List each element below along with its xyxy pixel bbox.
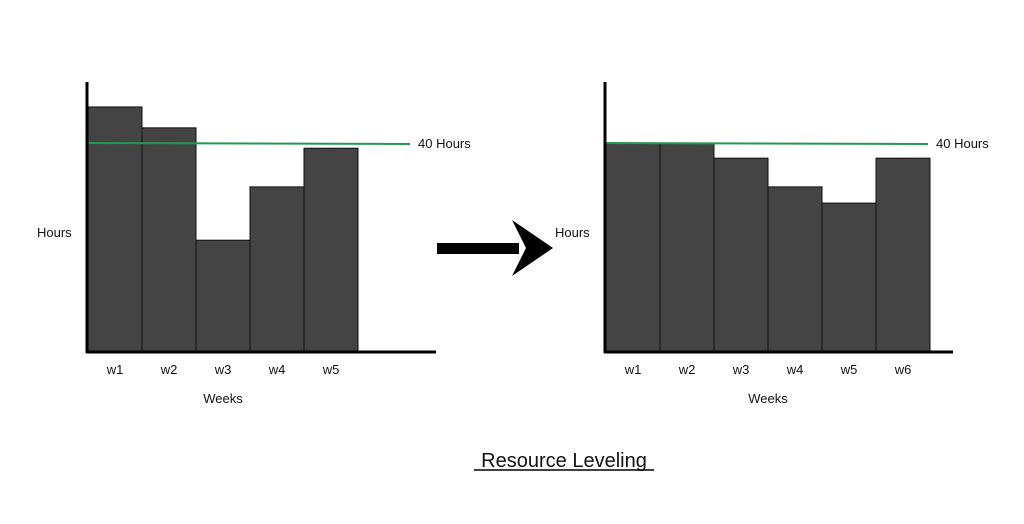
x-tick-label: w6 [894, 362, 912, 377]
bar-w1 [87, 106, 143, 353]
x-tick-label: w1 [106, 362, 124, 377]
limit-line-40-hours [86, 142, 411, 145]
x-tick-label: w3 [214, 362, 232, 377]
bar-w3 [195, 239, 251, 353]
limit-line-label: 40 Hours [418, 136, 471, 151]
bar-w6 [875, 157, 931, 353]
bar-w4 [249, 186, 305, 353]
y-axis-label: Hours [37, 225, 72, 240]
x-tick-label: w2 [678, 362, 696, 377]
x-axis-label: Weeks [748, 391, 788, 406]
limit-line-label: 40 Hours [936, 136, 989, 151]
bar-w4 [767, 186, 823, 353]
y-axis-label: Hours [555, 225, 590, 240]
diagram-title: Resource Leveling [481, 450, 647, 472]
x-tick-label: w5 [322, 362, 340, 377]
x-tick-label: w5 [840, 362, 858, 377]
bar-w5 [821, 202, 877, 353]
bar-w5 [303, 147, 359, 353]
bar-w2 [141, 127, 197, 353]
x-tick-label: w2 [160, 362, 178, 377]
x-tick-label: w4 [786, 362, 804, 377]
bar-w3 [713, 157, 769, 353]
x-tick-label: w1 [624, 362, 642, 377]
right-arrow-icon [437, 220, 553, 276]
bar-w1 [605, 142, 661, 353]
x-tick-label: w3 [732, 362, 750, 377]
x-axis-label: Weeks [203, 391, 243, 406]
chart-after-leveling: w1 w2 w3 w4 w5 w6 40 Hours Hours Weeks [555, 82, 989, 406]
x-tick-label: w4 [268, 362, 286, 377]
chart-before-leveling: w1 w2 w3 w4 w5 40 Hours Hours Weeks [37, 82, 471, 406]
bar-w2 [659, 142, 715, 353]
limit-line-40-hours [604, 142, 929, 145]
